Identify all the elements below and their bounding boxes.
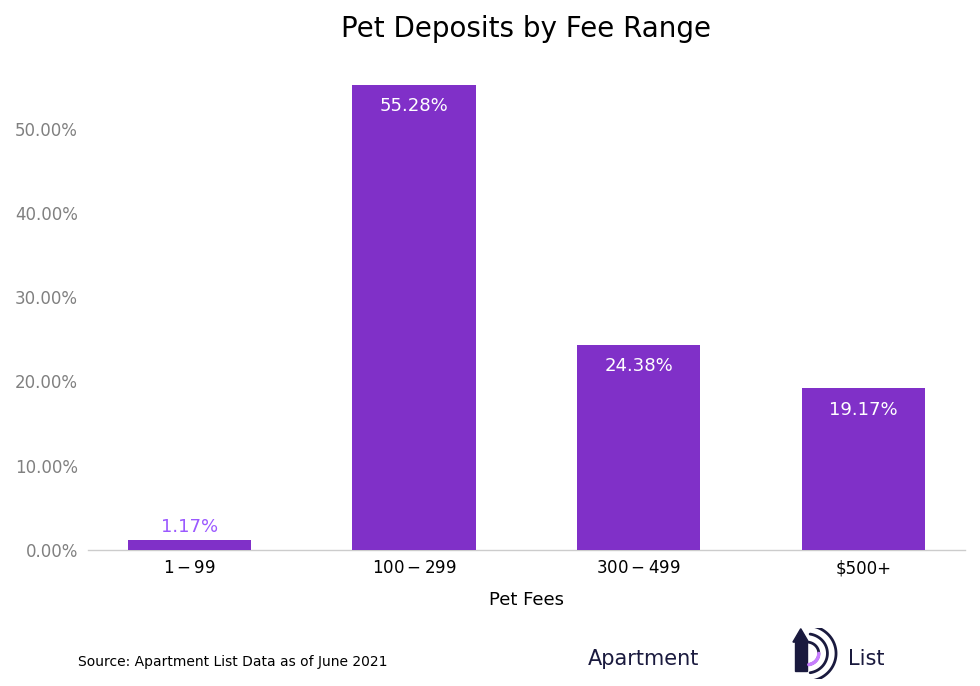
Polygon shape <box>795 641 807 672</box>
Polygon shape <box>793 628 808 642</box>
Title: Pet Deposits by Fee Range: Pet Deposits by Fee Range <box>341 15 711 43</box>
Text: Apartment: Apartment <box>588 649 700 669</box>
Bar <box>577 344 701 549</box>
Bar <box>802 388 925 549</box>
Text: 19.17%: 19.17% <box>829 401 898 419</box>
Text: 24.38%: 24.38% <box>605 357 673 375</box>
X-axis label: Pet Fees: Pet Fees <box>489 591 564 609</box>
Text: 1.17%: 1.17% <box>161 519 218 536</box>
Text: Source: Apartment List Data as of June 2021: Source: Apartment List Data as of June 2… <box>78 655 388 669</box>
Text: List: List <box>848 649 884 669</box>
Bar <box>127 540 251 549</box>
Bar <box>352 85 476 549</box>
Text: 55.28%: 55.28% <box>379 97 449 115</box>
